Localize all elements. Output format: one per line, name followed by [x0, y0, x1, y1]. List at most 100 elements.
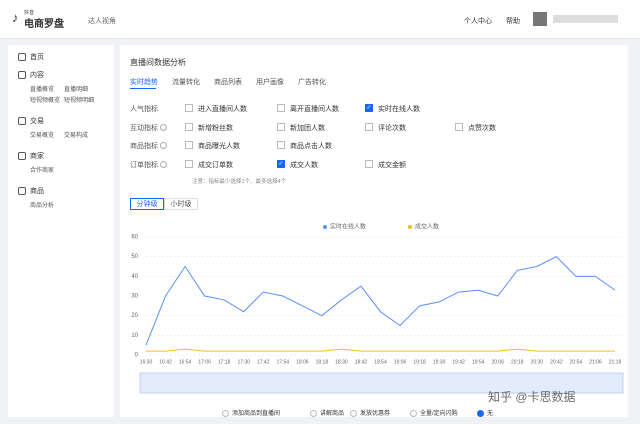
- action-option[interactable]: 发放优惠券: [360, 411, 391, 417]
- sidebar-group[interactable]: 商家: [30, 153, 44, 160]
- logo: 电商罗盘: [24, 19, 64, 30]
- watermark: 知乎 @卡思数据: [488, 390, 576, 404]
- x-tick-label: 21:06: [589, 359, 602, 365]
- y-tick-label: 10: [131, 333, 138, 339]
- x-tick-label: 19:18: [413, 359, 426, 365]
- metric-option[interactable]: 商品点击人数: [290, 143, 332, 150]
- note: 注意：指标最少选择1个、最多选择4个: [192, 179, 287, 185]
- x-tick-label: 20:06: [491, 359, 504, 365]
- y-tick-label: 50: [131, 254, 138, 260]
- y-tick-label: 40: [131, 274, 138, 280]
- x-tick-label: 19:06: [394, 359, 407, 365]
- x-tick-label: 20:42: [550, 359, 563, 365]
- checkbox[interactable]: [185, 122, 193, 131]
- tab[interactable]: 实时趋势: [130, 79, 158, 86]
- tab[interactable]: 流量转化: [172, 79, 200, 86]
- checkbox[interactable]: [365, 122, 373, 131]
- sidebar-item[interactable]: 交易构成: [64, 133, 89, 139]
- radio[interactable]: [310, 410, 317, 417]
- view-switch[interactable]: 达人视角: [88, 18, 116, 25]
- zoom-slider: [139, 372, 624, 394]
- metric-option[interactable]: 进入直播间人数: [198, 106, 247, 113]
- x-tick-label: 18:30: [335, 359, 348, 365]
- radio[interactable]: [410, 410, 417, 417]
- checkbox[interactable]: [185, 159, 193, 168]
- checkbox[interactable]: ✓: [277, 159, 285, 168]
- sidebar-group[interactable]: 交易: [30, 118, 44, 125]
- sidebar-icon: [18, 187, 26, 195]
- sidebar-icon: [18, 152, 26, 160]
- y-tick-label: 30: [131, 294, 138, 300]
- tab[interactable]: 商品列表: [214, 79, 242, 86]
- radio[interactable]: [477, 410, 484, 417]
- x-tick-label: 18:54: [374, 359, 387, 365]
- metric-option[interactable]: 离开直播间人数: [290, 106, 339, 113]
- sidebar-item[interactable]: 短视频概览: [30, 98, 61, 104]
- radio[interactable]: [350, 410, 357, 417]
- metric-option[interactable]: 点赞次数: [468, 124, 496, 132]
- sidebar-item[interactable]: 交易概览: [30, 133, 55, 139]
- sidebar-item[interactable]: 直播明细: [64, 87, 89, 93]
- header-link[interactable]: 帮助: [506, 18, 520, 25]
- checkbox[interactable]: [277, 141, 285, 149]
- x-tick-label: 17:06: [198, 359, 211, 365]
- x-tick-label: 20:18: [511, 359, 524, 365]
- radio[interactable]: [222, 410, 229, 417]
- username-blur: [553, 15, 618, 23]
- legend-label: 实时在线人数: [330, 223, 366, 231]
- checkbox[interactable]: [365, 159, 373, 168]
- action-option[interactable]: 讲解商品: [320, 411, 345, 417]
- tab[interactable]: 用户画像: [256, 79, 284, 86]
- sidebar-group[interactable]: 内容: [30, 72, 44, 79]
- sidebar-item[interactable]: 商品分析: [30, 203, 55, 209]
- metric-option[interactable]: 成交订单数: [198, 161, 233, 169]
- legend-marker: [323, 225, 327, 229]
- metric-group-label: 互动指标: [130, 124, 158, 132]
- x-tick-label: 20:30: [531, 359, 544, 365]
- checkbox[interactable]: [277, 122, 285, 131]
- sidebar: [8, 45, 114, 417]
- checkbox[interactable]: [455, 122, 463, 131]
- header-link[interactable]: 个人中心: [464, 18, 492, 25]
- section-title: 直播间数据分析: [130, 58, 186, 67]
- sidebar-item[interactable]: 直播概览: [30, 87, 55, 93]
- action-option[interactable]: 添加商品到直播间: [232, 411, 281, 417]
- y-tick-label: 20: [131, 313, 138, 319]
- metric-option[interactable]: 成交人数: [290, 161, 318, 169]
- x-tick-label: 20:54: [570, 359, 583, 365]
- metric-option[interactable]: 成交金额: [378, 161, 406, 169]
- metric-option[interactable]: 新加团人数: [290, 124, 325, 132]
- granularity-toggle[interactable]: 小时级: [164, 198, 198, 210]
- sidebar-group[interactable]: 商品: [30, 188, 44, 195]
- checkbox[interactable]: ✓: [365, 104, 373, 112]
- metric-option[interactable]: 实时在线人数: [378, 106, 420, 113]
- x-tick-label: 18:18: [316, 359, 329, 365]
- sidebar-item[interactable]: 合作商家: [30, 168, 55, 174]
- metric-group-label: 人气指标: [130, 106, 158, 113]
- action-option[interactable]: 无: [487, 411, 494, 417]
- metric-option[interactable]: 商品曝光人数: [198, 143, 240, 150]
- x-tick-label: 18:06: [296, 359, 309, 365]
- checkbox[interactable]: [185, 141, 193, 149]
- line-series: [145, 256, 616, 346]
- checkbox[interactable]: [185, 104, 193, 112]
- logo-small: 抖音: [24, 10, 35, 16]
- chart: 0 10 20 30 40 50 60 16:30 16:42 16:54 17:06 17:18 17…: [131, 223, 624, 394]
- x-tick-label: 21:18: [609, 359, 622, 365]
- metric-option[interactable]: 新增粉丝数: [198, 124, 233, 132]
- checkbox[interactable]: [277, 104, 285, 112]
- info-icon: [160, 123, 167, 131]
- x-tick-label: 16:30: [140, 359, 153, 365]
- x-tick-label: 19:42: [452, 359, 465, 365]
- action-option[interactable]: 全量/定向闪购: [420, 411, 458, 417]
- sidebar-group[interactable]: 首页: [30, 54, 44, 61]
- tab[interactable]: 广告转化: [298, 79, 326, 86]
- granularity-toggle[interactable]: 分钟级: [130, 198, 164, 210]
- tab-underline: [130, 88, 156, 89]
- x-tick-label: 17:42: [257, 359, 270, 365]
- legend-marker: [408, 225, 412, 229]
- x-tick-label: 16:54: [179, 359, 192, 365]
- sidebar-item[interactable]: 短视频明细: [64, 98, 95, 104]
- metric-option[interactable]: 评论次数: [378, 124, 406, 132]
